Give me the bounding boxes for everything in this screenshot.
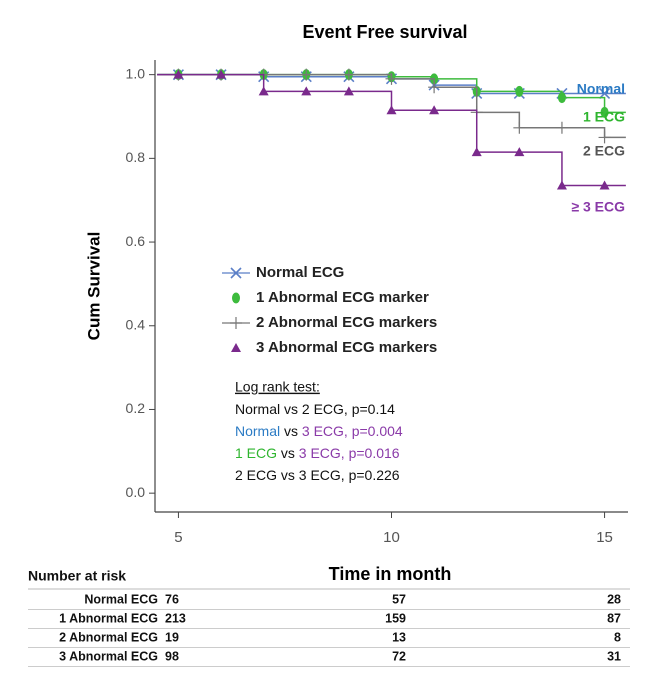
log-rank-line: 2 ECG vs 3 ECG, p=0.226 <box>235 467 400 483</box>
x-tick-label: 5 <box>174 529 182 546</box>
risk-value: 57 <box>392 592 406 606</box>
marker <box>231 343 241 352</box>
marker <box>301 86 312 96</box>
marker <box>471 147 482 157</box>
marker <box>555 121 568 134</box>
y-tick-label: 0.4 <box>126 316 146 332</box>
y-tick-label: 0.2 <box>126 400 146 416</box>
y-tick-label: 0.0 <box>126 484 146 500</box>
log-rank-segment: Normal vs 2 ECG, p=0.14 <box>235 401 395 417</box>
y-tick-label: 0.8 <box>126 149 146 165</box>
risk-row-name: Normal ECG <box>84 592 158 606</box>
log-rank-segment: 3 ECG, p=0.004 <box>302 423 403 439</box>
marker <box>598 131 611 144</box>
risk-table-title: Number at risk <box>28 568 126 584</box>
risk-value: 213 <box>165 611 186 625</box>
marker <box>514 147 525 157</box>
legend-label: 3 Abnormal ECG markers <box>256 339 437 356</box>
marker <box>300 68 313 81</box>
risk-value: 87 <box>607 611 621 625</box>
y-tick-label: 1.0 <box>126 65 146 81</box>
risk-value: 98 <box>165 649 179 663</box>
end-label: 1 ECG <box>583 109 625 125</box>
log-rank-line: 1 ECG vs 3 ECG, p=0.016 <box>235 445 400 461</box>
end-label: 2 ECG <box>583 143 625 159</box>
risk-value: 28 <box>607 592 621 606</box>
log-rank-segment: Normal <box>235 423 280 439</box>
marker <box>600 106 609 118</box>
marker <box>515 85 524 97</box>
marker <box>258 86 269 96</box>
legend-label: 2 Abnormal ECG markers <box>256 314 437 331</box>
risk-value: 159 <box>385 611 406 625</box>
log-rank-segment: vs <box>277 445 299 461</box>
marker <box>232 292 240 304</box>
end-label: ≥ 3 ECG <box>571 199 625 215</box>
y-tick-label: 0.6 <box>126 233 146 249</box>
y-axis-title: Cum Survival <box>84 232 103 341</box>
marker <box>598 87 611 100</box>
log-rank-line: Normal vs 2 ECG, p=0.14 <box>235 401 395 417</box>
marker <box>173 69 184 79</box>
marker <box>428 81 441 94</box>
marker <box>429 105 440 115</box>
risk-value: 8 <box>614 630 621 644</box>
log-rank-segment: 1 ECG <box>235 445 277 461</box>
marker <box>385 72 398 85</box>
marker <box>386 105 397 115</box>
log-rank-segment: 3 ECG, p=0.016 <box>299 445 400 461</box>
risk-row-name: 2 Abnormal ECG <box>59 630 158 644</box>
legend-label: Normal ECG <box>256 264 344 281</box>
risk-row-name: 3 Abnormal ECG <box>59 649 158 663</box>
marker <box>599 180 610 190</box>
marker <box>557 92 566 104</box>
x-axis-title: Time in month <box>329 564 452 584</box>
chart-title: Event Free survival <box>302 22 467 42</box>
x-tick-label: 10 <box>383 529 400 546</box>
marker <box>216 69 227 79</box>
risk-value: 76 <box>165 592 179 606</box>
risk-value: 72 <box>392 649 406 663</box>
log-rank-segment: vs <box>280 423 302 439</box>
risk-value: 19 <box>165 630 179 644</box>
marker <box>556 180 567 190</box>
risk-value: 13 <box>392 630 406 644</box>
end-label: Normal <box>577 81 625 97</box>
log-rank-title: Log rank test: <box>235 379 320 395</box>
marker <box>513 121 526 134</box>
legend-label: 1 Abnormal ECG marker <box>256 289 429 306</box>
log-rank-segment: 2 ECG vs 3 ECG, p=0.226 <box>235 467 400 483</box>
marker <box>342 68 355 81</box>
risk-row-name: 1 Abnormal ECG <box>59 611 158 625</box>
marker <box>343 86 354 96</box>
log-rank-line: Normal vs 3 ECG, p=0.004 <box>235 423 403 439</box>
x-tick-label: 15 <box>596 529 613 546</box>
risk-value: 31 <box>607 649 621 663</box>
